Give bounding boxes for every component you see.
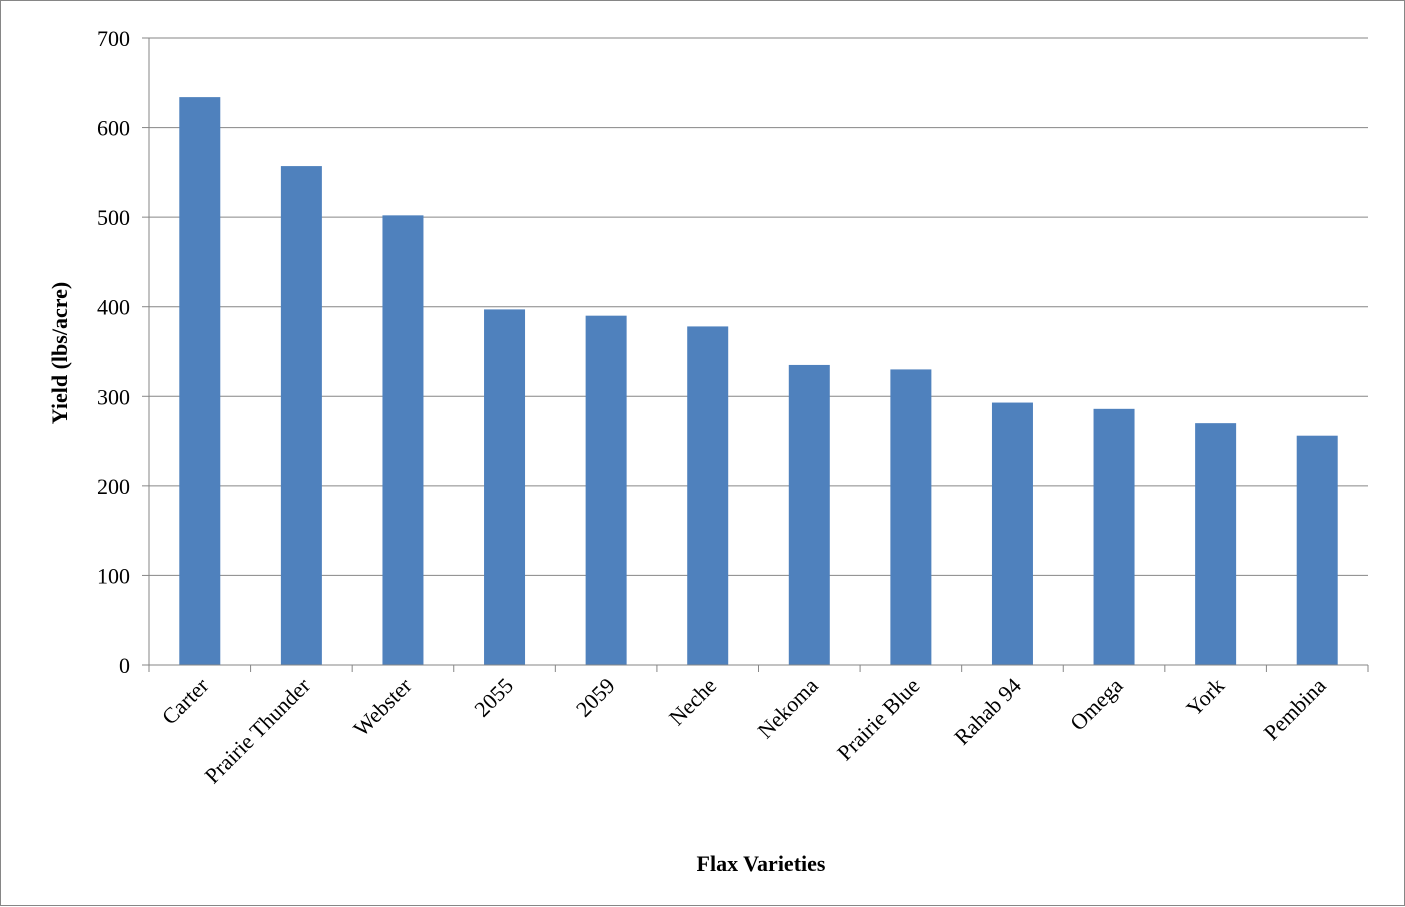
x-category-label: Carter — [157, 672, 214, 729]
bar — [687, 326, 729, 665]
y-tick-label: 200 — [97, 474, 130, 499]
y-axis-title: Yield (lbs/acre) — [47, 282, 72, 424]
x-category-label: York — [1181, 673, 1229, 721]
bar — [1195, 423, 1237, 665]
x-axis-title: Flax Varieties — [697, 851, 826, 876]
bar — [991, 402, 1033, 665]
bar — [788, 364, 830, 665]
bar — [382, 215, 424, 665]
x-category-label: Nekoma — [752, 673, 823, 744]
x-category-label: 2055 — [469, 673, 518, 722]
bar — [484, 309, 526, 665]
bar — [1093, 408, 1135, 665]
y-tick-label: 400 — [97, 295, 130, 320]
x-category-label: Prairie Thunder — [199, 672, 315, 788]
x-category-label: Webster — [348, 672, 417, 741]
bar — [179, 97, 221, 666]
x-category-label: Pembina — [1259, 673, 1331, 745]
x-category-label: Rahab 94 — [949, 673, 1026, 750]
bar — [280, 166, 322, 665]
gridlines — [142, 37, 1369, 672]
bars — [179, 97, 1338, 666]
y-tick-label: 100 — [97, 563, 130, 588]
x-category-label: Omega — [1065, 673, 1128, 736]
y-tick-label: 500 — [97, 205, 130, 230]
y-tick-label: 300 — [97, 384, 130, 409]
x-category-label: Neche — [664, 673, 721, 730]
x-category-label: 2059 — [571, 673, 620, 722]
y-tick-labels: 0 100 200 300 400 500 600 700 — [97, 26, 130, 678]
y-tick-label: 700 — [97, 26, 130, 51]
x-category-label: Prairie Blue — [832, 673, 924, 765]
bar — [890, 369, 932, 665]
bar — [585, 315, 627, 665]
y-tick-label: 0 — [119, 653, 130, 678]
bar — [1296, 435, 1338, 665]
y-tick-label: 600 — [97, 116, 130, 141]
